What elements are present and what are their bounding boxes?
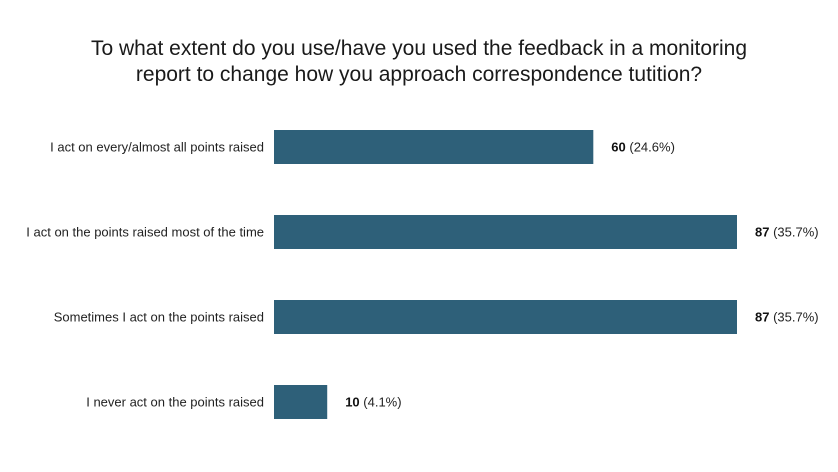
data-label-count: 60 — [611, 140, 625, 155]
bar — [274, 300, 737, 334]
bar — [274, 130, 594, 164]
data-label: 87 (35.7%) — [755, 225, 819, 240]
data-label-percent: (4.1%) — [360, 395, 402, 410]
category-label: Sometimes I act on the points raised — [54, 310, 264, 325]
data-label-percent: (35.7%) — [769, 225, 818, 240]
data-label-count: 87 — [755, 225, 769, 240]
data-label-count: 87 — [755, 310, 769, 325]
bar — [274, 215, 737, 249]
data-label-percent: (24.6%) — [626, 140, 675, 155]
data-label: 87 (35.7%) — [755, 310, 819, 325]
category-label: I act on every/almost all points raised — [50, 140, 264, 155]
chart-title-line-2: report to change how you approach corres… — [135, 63, 703, 86]
data-label-count: 10 — [345, 395, 359, 410]
chart-title: To what extent do you use/have you used … — [0, 36, 838, 88]
data-label: 60 (24.6%) — [611, 140, 675, 155]
chart-title-line-1: To what extent do you use/have you used … — [90, 37, 748, 60]
category-label: I act on the points raised most of the t… — [26, 225, 264, 240]
bar — [274, 385, 328, 419]
category-label: I never act on the points raised — [86, 395, 264, 410]
data-label: 10 (4.1%) — [345, 395, 401, 410]
data-label-percent: (35.7%) — [769, 310, 818, 325]
